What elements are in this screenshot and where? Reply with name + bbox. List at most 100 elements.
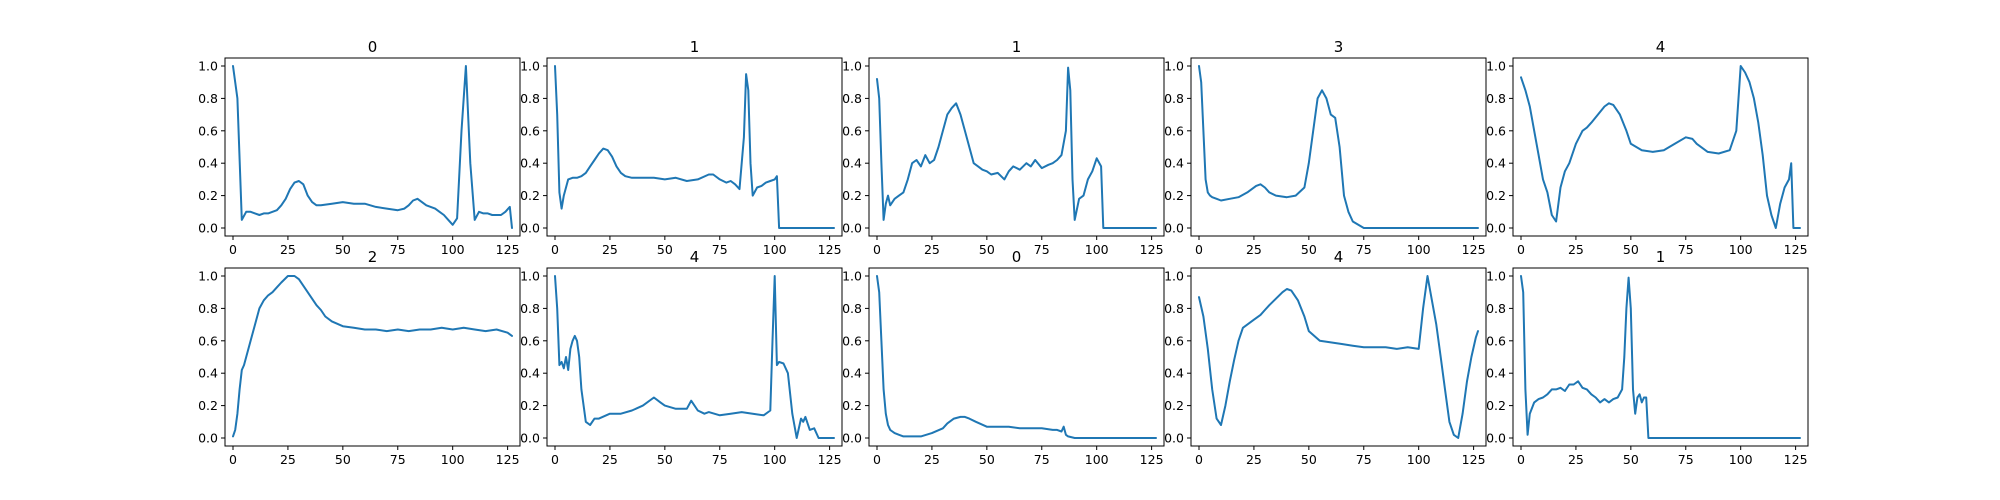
y-tick-label: 0.4 xyxy=(198,366,218,381)
x-tick-label: 50 xyxy=(1301,452,1317,467)
x-tick-label: 75 xyxy=(712,452,728,467)
x-tick-label: 25 xyxy=(1246,242,1262,257)
y-tick-label: 0.4 xyxy=(198,156,218,171)
x-tick-label: 100 xyxy=(1729,452,1753,467)
x-tick-label: 25 xyxy=(280,242,296,257)
y-tick-label: 0.4 xyxy=(842,366,862,381)
x-tick-label: 125 xyxy=(496,242,520,257)
y-tick-label: 0.0 xyxy=(1486,431,1506,446)
y-tick-label: 0.6 xyxy=(520,333,540,348)
x-tick-label: 100 xyxy=(441,242,465,257)
y-tick-label: 0.0 xyxy=(842,221,862,236)
y-tick-label: 0.0 xyxy=(842,431,862,446)
x-tick-label: 100 xyxy=(1085,452,1109,467)
x-tick-label: 0 xyxy=(551,242,559,257)
y-tick-label: 0.2 xyxy=(520,398,540,413)
y-tick-label: 1.0 xyxy=(198,269,218,284)
subplot-7: 0 0 25 50 75 100 125 0.0 0.2 0.4 0.6 0.8 1.0 xyxy=(842,248,1165,467)
x-tick-label: 75 xyxy=(390,242,406,257)
x-tick-label: 0 xyxy=(873,242,881,257)
x-tick-label: 75 xyxy=(712,242,728,257)
x-tick-label: 125 xyxy=(496,452,520,467)
x-tick-label: 125 xyxy=(818,242,842,257)
x-tick-label: 0 xyxy=(229,452,237,467)
y-tick-label: 0.4 xyxy=(1486,366,1506,381)
y-tick-label: 0.8 xyxy=(1486,91,1506,106)
x-tick-label: 25 xyxy=(280,452,296,467)
x-tick-label: 75 xyxy=(1034,452,1050,467)
y-tick-label: 1.0 xyxy=(1164,269,1184,284)
x-tick-label: 0 xyxy=(551,452,559,467)
x-tick-label: 25 xyxy=(602,242,618,257)
x-tick-label: 75 xyxy=(1678,452,1694,467)
y-tick-label: 0.8 xyxy=(842,301,862,316)
subplot-8: 4 0 25 50 75 100 125 0.0 0.2 0.4 0.6 0.8 1.0 xyxy=(1164,248,1487,467)
y-tick-label: 0.6 xyxy=(198,123,218,138)
y-tick-label: 0.2 xyxy=(1164,188,1184,203)
x-tick-label: 0 xyxy=(1195,452,1203,467)
x-tick-label: 125 xyxy=(1140,452,1164,467)
y-tick-label: 0.8 xyxy=(198,91,218,106)
axes-frame xyxy=(868,267,1165,447)
y-tick-label: 0.2 xyxy=(198,398,218,413)
y-tick-label: 0.4 xyxy=(520,366,540,381)
axes-frame xyxy=(1512,267,1809,447)
x-tick-label: 25 xyxy=(924,452,940,467)
x-tick-label: 50 xyxy=(979,242,995,257)
x-tick-label: 75 xyxy=(1356,242,1372,257)
x-tick-label: 0 xyxy=(1195,242,1203,257)
series-line xyxy=(1198,275,1479,439)
subplot-title: 0 xyxy=(1012,248,1022,266)
y-tick-label: 1.0 xyxy=(1164,59,1184,74)
y-tick-label: 0.8 xyxy=(1486,301,1506,316)
x-tick-label: 125 xyxy=(1784,452,1808,467)
x-tick-label: 50 xyxy=(1623,452,1639,467)
subplot-4: 4 0 25 50 75 100 125 0.0 0.2 0.4 0.6 0.8 1.0 xyxy=(1486,38,1809,257)
y-tick-label: 0.8 xyxy=(520,91,540,106)
y-tick-label: 0.8 xyxy=(198,301,218,316)
y-tick-label: 0.6 xyxy=(842,123,862,138)
x-tick-label: 125 xyxy=(1462,452,1486,467)
axes-frame xyxy=(1190,267,1487,447)
x-tick-label: 50 xyxy=(1623,242,1639,257)
axes-frame xyxy=(546,267,843,447)
x-tick-label: 125 xyxy=(1462,242,1486,257)
subplot-title: 4 xyxy=(1334,248,1344,266)
y-tick-label: 0.8 xyxy=(1164,301,1184,316)
x-tick-label: 25 xyxy=(602,452,618,467)
x-tick-label: 0 xyxy=(873,452,881,467)
series-line xyxy=(232,65,513,229)
y-tick-label: 0.4 xyxy=(520,156,540,171)
x-tick-label: 50 xyxy=(335,242,351,257)
x-tick-label: 50 xyxy=(657,242,673,257)
x-tick-label: 25 xyxy=(924,242,940,257)
subplot-5: 2 0 25 50 75 100 125 0.0 0.2 0.4 0.6 0.8 1.0 xyxy=(198,248,521,467)
subplot-2: 1 0 25 50 75 100 125 0.0 0.2 0.4 0.6 0.8 1.0 xyxy=(842,38,1165,257)
subplot-title: 1 xyxy=(1656,248,1666,266)
y-tick-label: 0.2 xyxy=(1486,188,1506,203)
y-tick-label: 0.0 xyxy=(1486,221,1506,236)
x-tick-label: 100 xyxy=(763,452,787,467)
y-tick-label: 0.4 xyxy=(842,156,862,171)
y-tick-label: 0.0 xyxy=(520,221,540,236)
y-tick-label: 0.0 xyxy=(198,221,218,236)
x-tick-label: 75 xyxy=(1034,242,1050,257)
subplot-title: 2 xyxy=(368,248,378,266)
x-tick-label: 25 xyxy=(1246,452,1262,467)
axes-frame xyxy=(1512,57,1809,237)
y-tick-label: 0.2 xyxy=(842,398,862,413)
subplot-1: 1 0 25 50 75 100 125 0.0 0.2 0.4 0.6 0.8 1.0 xyxy=(520,38,843,257)
series-line xyxy=(232,275,513,438)
y-tick-label: 0.8 xyxy=(520,301,540,316)
x-tick-label: 75 xyxy=(1678,242,1694,257)
x-tick-label: 0 xyxy=(229,242,237,257)
subplot-title: 3 xyxy=(1334,38,1344,56)
y-tick-label: 0.0 xyxy=(1164,221,1184,236)
y-tick-label: 0.6 xyxy=(198,333,218,348)
subplot-title: 4 xyxy=(690,248,700,266)
x-tick-label: 125 xyxy=(818,452,842,467)
subplot-title: 0 xyxy=(368,38,378,56)
x-tick-label: 125 xyxy=(1784,242,1808,257)
axes-frame xyxy=(224,267,521,447)
